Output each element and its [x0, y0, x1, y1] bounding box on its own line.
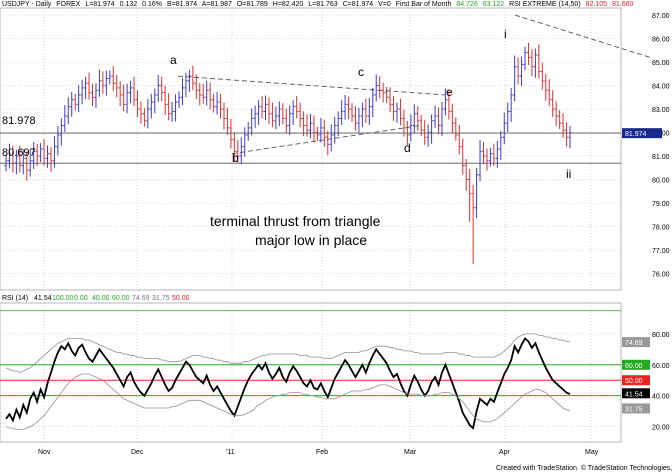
rsi-header-value-5: 60.00: [112, 295, 130, 302]
wave-label-a: a: [170, 53, 177, 67]
price-panel-frame: [0, 7, 622, 291]
study-label: First Bar of Month: [395, 1, 452, 8]
rsi-tick-label: 20.00: [652, 425, 670, 432]
wave-label-e: e: [446, 85, 453, 99]
rsi-lines: [0, 310, 621, 430]
footer-copyright: Created with TradeStation. © TradeStatio…: [496, 464, 672, 472]
volume-label: V=0: [378, 1, 391, 8]
trendline-lower: [231, 125, 421, 155]
rsi-header-value-8: 50.00: [172, 295, 190, 302]
x-tick-label: Dec: [131, 449, 144, 456]
rsi-current-box-label: 41.54: [625, 391, 643, 398]
level-label-lower: 80.697: [2, 147, 36, 159]
rsi-upper-box-label: 74.69: [625, 340, 643, 347]
rsi-extreme-label: RSI EXTREME (14,50): [509, 1, 581, 8]
exchange-label: FOREX: [56, 1, 81, 8]
rsi-upper-band: [5, 333, 570, 373]
rsi-tick-label: 40.00: [652, 394, 670, 401]
study-value-1: 84.726: [456, 1, 478, 8]
rsi-60-box-label: 60.00: [625, 363, 643, 370]
rsi-lower-band: [5, 373, 571, 430]
low-label: L=81.763: [308, 1, 338, 8]
rsi-header-value-6: 74.69: [132, 295, 150, 302]
price-tick-label: 77.00: [652, 248, 670, 255]
level-label-upper: 81.978: [2, 115, 36, 127]
x-tick-label: May: [585, 449, 599, 456]
rsi-60-box: [622, 359, 650, 370]
price-bars: [4, 42, 572, 265]
price-tick-label: 80.00: [652, 178, 670, 185]
rsi-header-value-1: 41.54: [34, 295, 52, 302]
rsi-header-value-7: 31.75: [152, 295, 170, 302]
x-tick-label: Nov: [38, 449, 51, 456]
chart-header: USDJPY - Daily FOREX L=81.974 0.132 0.16…: [2, 1, 636, 8]
annotation-thrust: terminal thrust from triangle: [210, 213, 381, 229]
current-price-box: [622, 128, 662, 139]
price-tick-label: 85.00: [652, 60, 670, 67]
rsi-lower-box: [622, 403, 650, 414]
rsi-extreme-value-2: 81.660: [611, 1, 634, 8]
price-tick-label: 84.00: [652, 84, 670, 91]
rsi-extreme-value-1: 82.105: [585, 1, 608, 8]
wave-label-ii: ii: [566, 167, 571, 181]
rsi-lower-box-label: 31.75: [625, 406, 643, 413]
x-tick-label: Feb: [316, 449, 328, 456]
annotation-low: major low in place: [255, 232, 367, 248]
last-label: L=81.974: [85, 1, 115, 8]
high-label: H=82.420: [272, 1, 304, 8]
rsi-header-value-3: 0.00: [74, 295, 88, 302]
open-label: O=81.789: [236, 1, 268, 8]
price-tick-label: 81.00: [652, 154, 670, 161]
rsi-panel-frame: [0, 302, 622, 443]
rsi-50-box-label: 50.00: [625, 378, 643, 385]
rsi-current-box: [622, 388, 650, 399]
price-tick-label: 83.00: [652, 107, 670, 114]
rsi-line: [5, 337, 571, 430]
price-tick-label: 76.00: [652, 272, 670, 279]
close-label: C=81.974: [342, 1, 374, 8]
wave-label-d: d: [404, 141, 411, 155]
price-tick-label: 86.00: [652, 37, 670, 44]
change-label: 0.132: [119, 1, 138, 8]
symbol-label: USDJPY - Daily: [2, 1, 52, 8]
x-tick-label: Mar: [404, 449, 417, 456]
wave-label-i: i: [504, 27, 507, 41]
price-tick-label: 87.00: [652, 13, 670, 20]
bid-label: B=81.974: [166, 1, 198, 8]
change-pct-label: 0.16%: [142, 1, 163, 8]
rsi-grid: [0, 302, 622, 443]
ask-label: A=81.987: [201, 1, 232, 8]
rsi-header: RSI (14): [2, 295, 28, 302]
overlays: [0, 14, 651, 164]
price-tick-label: 78.00: [652, 225, 670, 232]
rsi-header-value-4: 40.00: [92, 295, 110, 302]
axes: Nov Dec '11 Feb Mar Apr May 76.00 77.00 78.00 79.0…: [38, 13, 670, 456]
wave-label-c: c: [358, 65, 364, 79]
rsi-50-box: [622, 375, 650, 386]
x-tick-label: Apr: [499, 449, 511, 456]
rsi-upper-box: [622, 337, 650, 348]
current-price-label: 81.974: [625, 131, 647, 138]
trendline-upper: [177, 75, 446, 96]
x-tick-label: '11: [226, 449, 235, 456]
study-value-2: 83.122: [482, 1, 505, 8]
rsi-tick-label: 80.00: [652, 332, 670, 339]
rsi-tick-label: 60.00: [652, 363, 670, 370]
wave-label-b: b: [232, 151, 239, 165]
price-tick-label: 79.00: [652, 201, 670, 208]
rsi-header-value-2: 100.00: [52, 295, 74, 302]
